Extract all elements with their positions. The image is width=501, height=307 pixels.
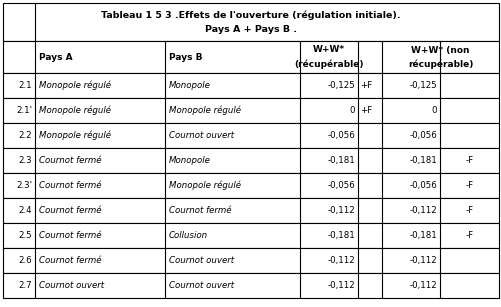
Text: -F: -F	[464, 231, 472, 240]
Text: Cournot ouvert: Cournot ouvert	[169, 131, 233, 140]
Text: Collusion: Collusion	[169, 231, 208, 240]
Text: Cournot fermé: Cournot fermé	[39, 206, 101, 215]
Bar	[3, 123, 498, 148]
Bar	[3, 41, 498, 73]
Bar	[3, 148, 498, 173]
Text: -0,056: -0,056	[408, 181, 436, 190]
Text: -0,125: -0,125	[408, 81, 436, 90]
Text: 2.5: 2.5	[19, 231, 32, 240]
Text: +F: +F	[359, 81, 372, 90]
Text: -0,112: -0,112	[327, 281, 354, 290]
Text: -F: -F	[464, 181, 472, 190]
Text: +F: +F	[359, 106, 372, 115]
Text: récupérable): récupérable)	[407, 59, 472, 69]
Text: 2.1': 2.1'	[16, 106, 32, 115]
Text: Monopole régulé: Monopole régulé	[169, 181, 240, 190]
Text: -0,112: -0,112	[408, 206, 436, 215]
Text: Cournot fermé: Cournot fermé	[39, 156, 101, 165]
Bar	[3, 223, 498, 248]
Text: 2.3': 2.3'	[16, 181, 32, 190]
Bar	[3, 73, 498, 98]
Text: Cournot fermé: Cournot fermé	[39, 181, 101, 190]
Text: -0,056: -0,056	[327, 181, 354, 190]
Text: -0,112: -0,112	[408, 256, 436, 265]
Text: -0,181: -0,181	[408, 231, 436, 240]
Text: W+W*: W+W*	[312, 45, 344, 55]
Text: Monopole: Monopole	[169, 81, 210, 90]
Text: Monopole régulé: Monopole régulé	[39, 81, 111, 90]
Bar	[3, 273, 498, 298]
Bar	[3, 248, 498, 273]
Text: Cournot ouvert: Cournot ouvert	[169, 256, 233, 265]
Text: Cournot fermé: Cournot fermé	[39, 231, 101, 240]
Text: -0,112: -0,112	[408, 281, 436, 290]
Text: Monopole régulé: Monopole régulé	[39, 131, 111, 140]
Text: -0,181: -0,181	[408, 156, 436, 165]
Text: -F: -F	[464, 156, 472, 165]
Text: -0,181: -0,181	[327, 231, 354, 240]
Bar	[3, 3, 498, 41]
Text: 2.3: 2.3	[19, 156, 32, 165]
Text: 0: 0	[349, 106, 354, 115]
Text: 2.1: 2.1	[19, 81, 32, 90]
Text: -0,112: -0,112	[327, 206, 354, 215]
Text: Pays B: Pays B	[169, 52, 202, 61]
Bar	[3, 198, 498, 223]
Text: 0: 0	[431, 106, 436, 115]
Text: -0,181: -0,181	[327, 156, 354, 165]
Bar	[3, 98, 498, 123]
Text: 2.2: 2.2	[19, 131, 32, 140]
Text: Pays A: Pays A	[39, 52, 73, 61]
Bar	[3, 173, 498, 198]
Text: -0,112: -0,112	[327, 256, 354, 265]
Text: Pays A + Pays B .: Pays A + Pays B .	[204, 25, 297, 34]
Text: -0,056: -0,056	[327, 131, 354, 140]
Text: -0,056: -0,056	[408, 131, 436, 140]
Text: Cournot fermé: Cournot fermé	[169, 206, 231, 215]
Text: Cournot ouvert: Cournot ouvert	[39, 281, 104, 290]
Text: Monopole régulé: Monopole régulé	[39, 106, 111, 115]
Text: Monopole régulé: Monopole régulé	[169, 106, 240, 115]
Text: Cournot fermé: Cournot fermé	[39, 256, 101, 265]
Text: W+W* (non: W+W* (non	[410, 45, 469, 55]
Text: -0,125: -0,125	[327, 81, 354, 90]
Text: -F: -F	[464, 206, 472, 215]
Text: Tableau 1 5 3 .Effets de l'ouverture (régulation initiale).: Tableau 1 5 3 .Effets de l'ouverture (ré…	[101, 10, 400, 20]
Text: Monopole: Monopole	[169, 156, 210, 165]
Text: Cournot ouvert: Cournot ouvert	[169, 281, 233, 290]
Text: 2.7: 2.7	[19, 281, 32, 290]
Text: 2.6: 2.6	[19, 256, 32, 265]
Text: 2.4: 2.4	[19, 206, 32, 215]
Text: (récupérable): (récupérable)	[294, 59, 363, 69]
